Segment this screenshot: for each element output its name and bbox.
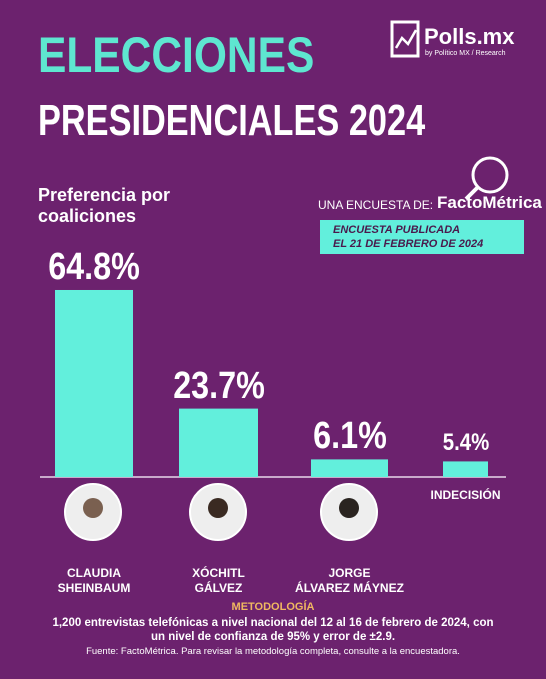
value-label: 6.1% <box>312 415 387 458</box>
bar <box>443 461 488 477</box>
photo-face <box>339 498 359 518</box>
published: ENCUESTA PUBLICADA EL 21 DE FEBRERO DE 2… <box>333 224 484 250</box>
bar <box>311 459 388 477</box>
category-label: XÓCHITL GÁLVEZ <box>192 566 245 595</box>
category-label: INDECISIÓN <box>430 488 501 502</box>
category-label: CLAUDIA SHEINBAUM <box>57 566 131 595</box>
brand: Polls.mx <box>424 24 515 49</box>
brand-icon-line <box>394 29 418 49</box>
method-heading: METODOLOGÍA <box>231 601 315 613</box>
method-source: Fuente: FactoMétrica. Para revisar la me… <box>86 646 460 657</box>
photo-face <box>208 498 228 518</box>
brand-sub: by Político MX / Research <box>425 50 506 57</box>
value-label: 5.4% <box>442 429 489 457</box>
bar <box>179 408 258 477</box>
brand-icon <box>390 20 420 58</box>
chart-title: Preferencia por coaliciones <box>38 185 171 226</box>
source-intro: UNA ENCUESTA DE: <box>318 198 434 212</box>
pollster-icon <box>471 156 509 194</box>
method-text: 1,200 entrevistas telefónicas a nivel na… <box>52 617 494 643</box>
category-label: JORGE ÁLVAREZ MÁYNEZ <box>295 566 404 595</box>
photo-face <box>83 498 103 518</box>
pollster-icon-handle <box>464 185 480 201</box>
bar <box>55 289 133 477</box>
value-label: 64.8% <box>48 245 140 288</box>
title-line2: PRESIDENCIALES 2024 <box>38 96 426 145</box>
photos <box>64 483 378 541</box>
value-label: 23.7% <box>172 364 265 407</box>
published-box <box>320 220 524 254</box>
title-line1: ELECCIONES <box>38 27 315 83</box>
pollster: FactoMétrica <box>437 193 542 212</box>
